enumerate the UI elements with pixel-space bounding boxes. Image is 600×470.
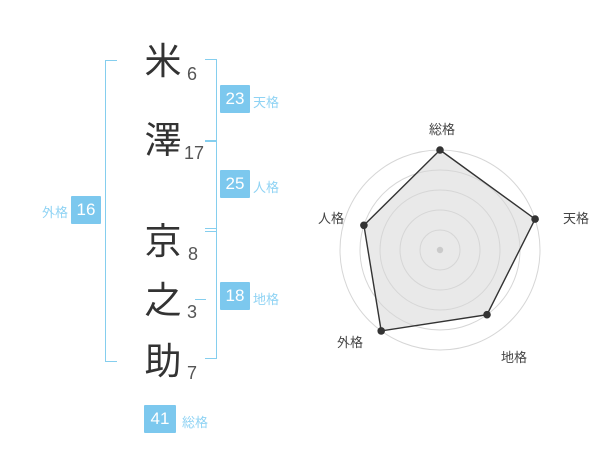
svg-text:天格: 天格 [563, 208, 589, 227]
svg-text:地格: 地格 [501, 347, 527, 366]
svg-text:人格: 人格 [318, 208, 344, 227]
svg-text:外格: 外格 [337, 332, 363, 351]
svg-text:総格: 総格 [429, 119, 455, 138]
